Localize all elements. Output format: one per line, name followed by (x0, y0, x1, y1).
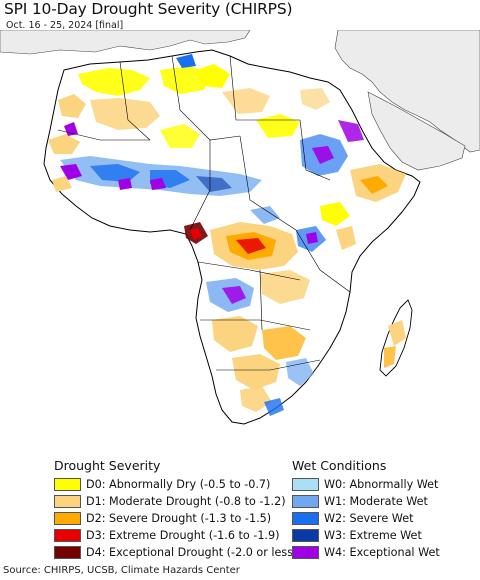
drought-legend-heading: Drought Severity (54, 458, 161, 473)
legend-item-w4: W4: Exceptional Wet (292, 544, 440, 560)
legend-label: D0: Abnormally Dry (-0.5 to -0.7) (86, 477, 271, 491)
legend-swatch (54, 494, 81, 508)
legend-label: W3: Extreme Wet (324, 528, 422, 542)
legend-swatch (292, 528, 319, 542)
arabian-peninsula (367, 91, 466, 171)
africa-drought-map (0, 30, 480, 460)
legend-item-w1: W1: Moderate Wet (292, 493, 428, 509)
europe-land (0, 30, 251, 55)
source-credit: Source: CHIRPS, UCSB, Climate Hazards Ce… (3, 565, 240, 576)
east-africa-areas (300, 120, 406, 250)
legend-swatch (292, 494, 319, 508)
legend-swatch (54, 528, 81, 542)
legend-item-d0: D0: Abnormally Dry (-0.5 to -0.7) (54, 476, 270, 492)
legend-swatch (292, 511, 319, 525)
sahara-dry-areas (48, 64, 330, 154)
map-title: SPI 10-Day Drought Severity (CHIRPS) (4, 0, 293, 18)
legend-item-d1: D1: Moderate Drought (-0.8 to -1.2) (54, 493, 286, 509)
legend-item-d4: D4: Exceptional Drought (-2.0 or less) (54, 544, 297, 560)
legend-swatch (292, 477, 319, 491)
legend-item-d2: D2: Severe Drought (-1.3 to -1.5) (54, 510, 271, 526)
legend-label: D4: Exceptional Drought (-2.0 or less) (86, 545, 298, 559)
legend: Drought Severity Wet Conditions D0: Abno… (0, 456, 480, 560)
southern-africa-areas (206, 270, 406, 416)
legend-label: D1: Moderate Drought (-0.8 to -1.2) (86, 494, 286, 508)
legend-swatch (54, 511, 81, 525)
legend-label: W0: Abnormally Wet (324, 477, 439, 491)
legend-item-w0: W0: Abnormally Wet (292, 476, 438, 492)
legend-item-w2: W2: Severe Wet (292, 510, 413, 526)
map-subtitle: Oct. 16 - 25, 2024 [final] (6, 20, 124, 31)
central-africa-drought (184, 206, 326, 270)
legend-item-d3: D3: Extreme Drought (-1.6 to -1.9) (54, 527, 279, 543)
legend-item-w3: W3: Extreme Wet (292, 527, 422, 543)
legend-swatch (54, 545, 81, 559)
country-borders (57, 55, 351, 371)
legend-swatch (292, 545, 319, 559)
legend-label: W2: Severe Wet (324, 511, 414, 525)
legend-label: D3: Extreme Drought (-1.6 to -1.9) (86, 528, 280, 542)
sahel-wet-areas (52, 54, 262, 196)
middle-east-land (334, 30, 480, 153)
legend-label: W4: Exceptional Wet (324, 545, 440, 559)
legend-label: W1: Moderate Wet (324, 494, 428, 508)
legend-label: D2: Severe Drought (-1.3 to -1.5) (86, 511, 272, 525)
legend-swatch (54, 477, 81, 491)
wet-legend-heading: Wet Conditions (292, 458, 387, 473)
